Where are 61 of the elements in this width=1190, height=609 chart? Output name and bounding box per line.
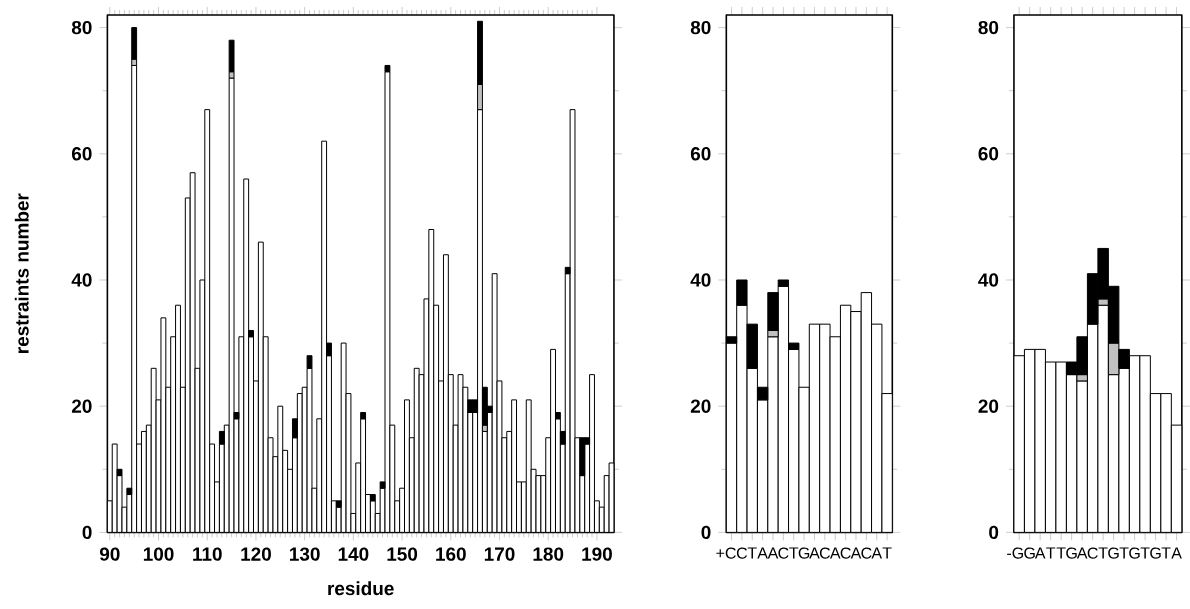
y-tick-label: 60: [978, 147, 999, 161]
x-tick-label: 130: [290, 547, 320, 561]
x-tick-label: T: [747, 547, 757, 559]
y-tick-label: 0: [701, 525, 711, 540]
x-tick-label: A: [767, 547, 779, 559]
y-tick-label: 80: [71, 20, 92, 35]
x-tick-label: C: [778, 547, 789, 559]
x-tick-label: 190: [582, 547, 612, 561]
y-tick-label: 80: [978, 20, 999, 35]
x-tick-label: T: [882, 547, 892, 559]
x-tick-label: C: [819, 547, 831, 559]
x-tick-label: A: [871, 547, 883, 559]
x-tick-label: A: [1034, 547, 1046, 559]
x-tick-label: 110: [193, 547, 222, 561]
y-tick-label: 40: [690, 273, 711, 287]
x-tick-label: C: [1087, 547, 1098, 559]
x-tick-label: 180: [533, 547, 564, 561]
y-tick-label: 80: [690, 20, 711, 35]
x-tick-label: C: [861, 547, 872, 559]
x-tick-label: G: [1066, 547, 1077, 559]
y-tick-label: 40: [978, 273, 999, 287]
x-tick-label: A: [829, 547, 841, 559]
y-tick-label: 60: [71, 147, 92, 161]
x-tick-label: T: [789, 547, 799, 559]
y-tick-label: 0: [989, 525, 999, 540]
y-tick-label: 20: [690, 399, 711, 413]
x-tick-label: 160: [436, 547, 466, 561]
x-tick-label: A: [850, 547, 862, 559]
x-tick-label: A: [1076, 547, 1088, 559]
y-tick-label: 20: [71, 399, 92, 413]
x-tick-label: +C: [716, 547, 736, 559]
x-tick-label: 140: [338, 547, 369, 561]
bar: [569, 109, 576, 533]
y-tick-label: 0: [82, 525, 92, 540]
x-tick-label: G: [1108, 547, 1119, 559]
x-tick-label: C: [840, 547, 851, 559]
x-tick-label: T: [1119, 547, 1129, 559]
x-tick-label: T: [1098, 547, 1108, 559]
y-tick-label: 40: [71, 273, 92, 287]
x-tick-label: T: [1161, 547, 1171, 559]
x-tick-label: 120: [241, 547, 271, 561]
x-tick-label: G: [1150, 547, 1161, 559]
x-tick-label: T: [1046, 547, 1056, 559]
x-tick-label: T: [1056, 547, 1066, 559]
y-axis-title: restraints number: [14, 193, 29, 353]
x-tick-label: G: [1024, 547, 1035, 559]
x-tick-label: G: [798, 547, 810, 559]
x-tick-label: A: [809, 547, 820, 559]
x-tick-label: A: [757, 547, 768, 559]
y-tick-label: 60: [690, 147, 711, 161]
x-axis-title: residue: [328, 581, 394, 596]
x-tick-label: -G: [1007, 547, 1023, 559]
x-tick-label: G: [1129, 547, 1140, 559]
x-tick-label: 100: [143, 547, 174, 561]
x-tick-label: 170: [484, 547, 515, 561]
y-tick-label: 20: [978, 399, 999, 413]
x-tick-label: C: [736, 547, 748, 559]
x-tick-label: 150: [387, 547, 418, 561]
x-tick-label: 90: [99, 547, 120, 561]
x-tick-label: A: [1171, 547, 1182, 559]
x-tick-label: T: [1140, 547, 1150, 559]
